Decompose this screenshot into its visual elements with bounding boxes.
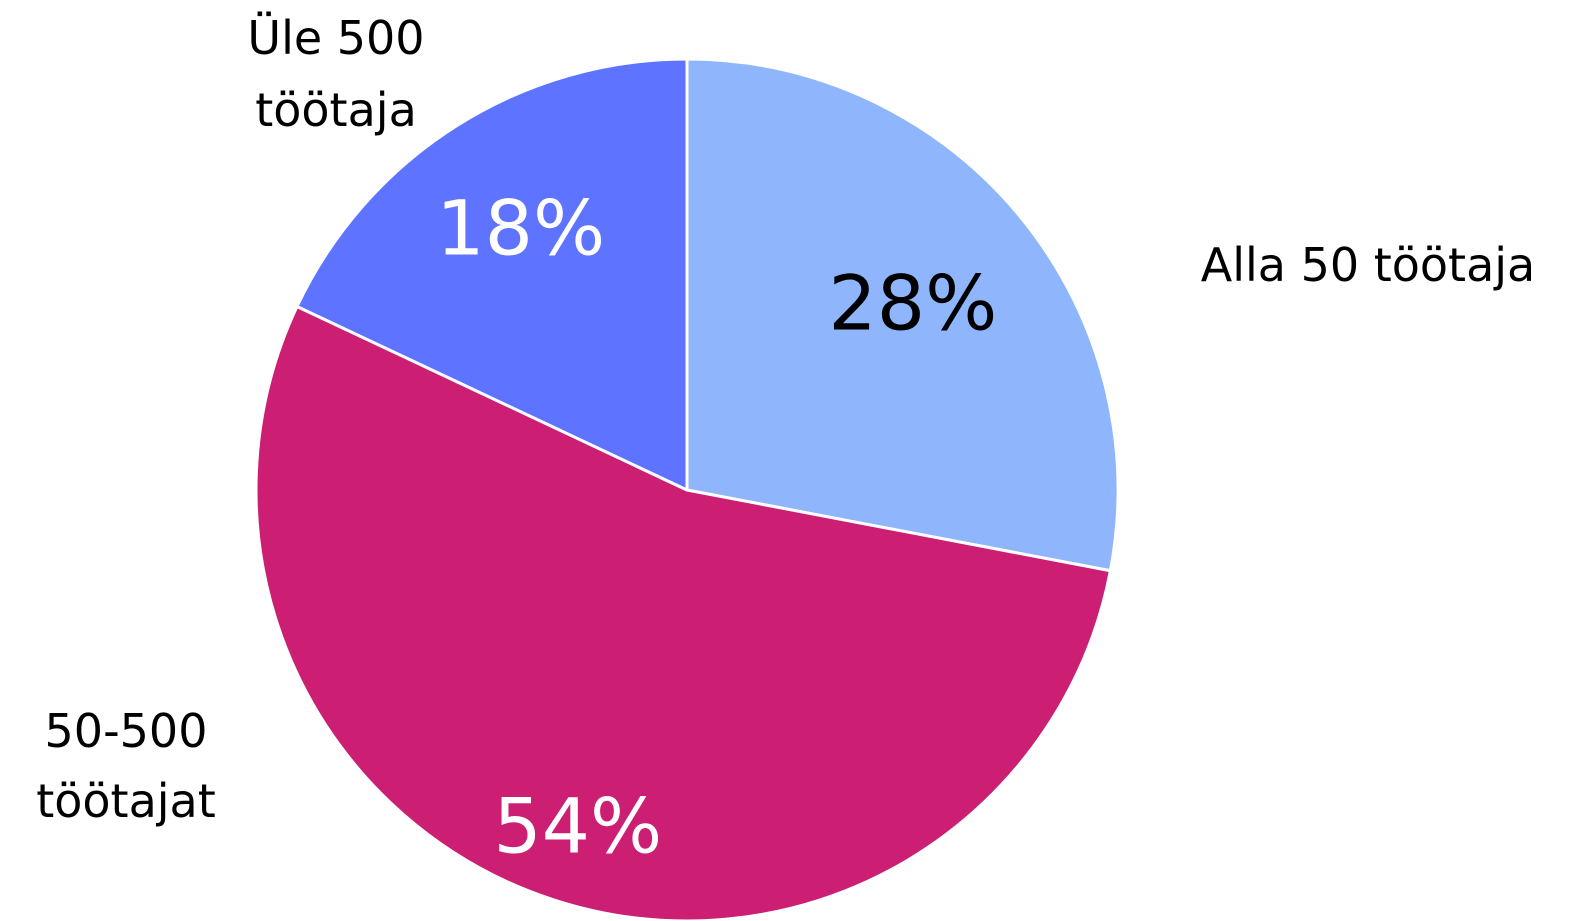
pie-category-label-line: Alla 50 töötaja — [1201, 238, 1536, 292]
pie-category-label: 50-500 töötajat — [36, 704, 216, 828]
pie-category-label-line: Üle 500 — [247, 11, 424, 65]
pie-slices — [254, 57, 1120, 921]
pie-category-label-line: töötajat — [36, 774, 216, 828]
pie-slice — [685, 57, 1120, 573]
pie-category-label: Alla 50 töötaja — [1201, 238, 1536, 292]
pie-category-labels: Alla 50 töötaja 50-500 töötajat Üle 500 tööt… — [36, 11, 1535, 828]
pie-value-label: 28% — [828, 259, 997, 348]
pie-value-label: 18% — [436, 183, 605, 272]
pie-value-labels: 28% 54% 18% — [436, 183, 997, 870]
pie-slice — [254, 304, 1112, 921]
pie-category-label-line: 50-500 — [45, 704, 208, 758]
pie-category-label: Üle 500 töötaja — [247, 11, 424, 137]
pie-slice — [295, 57, 689, 492]
pie-category-label-line: töötaja — [255, 83, 417, 137]
pie-value-label: 54% — [493, 782, 662, 871]
